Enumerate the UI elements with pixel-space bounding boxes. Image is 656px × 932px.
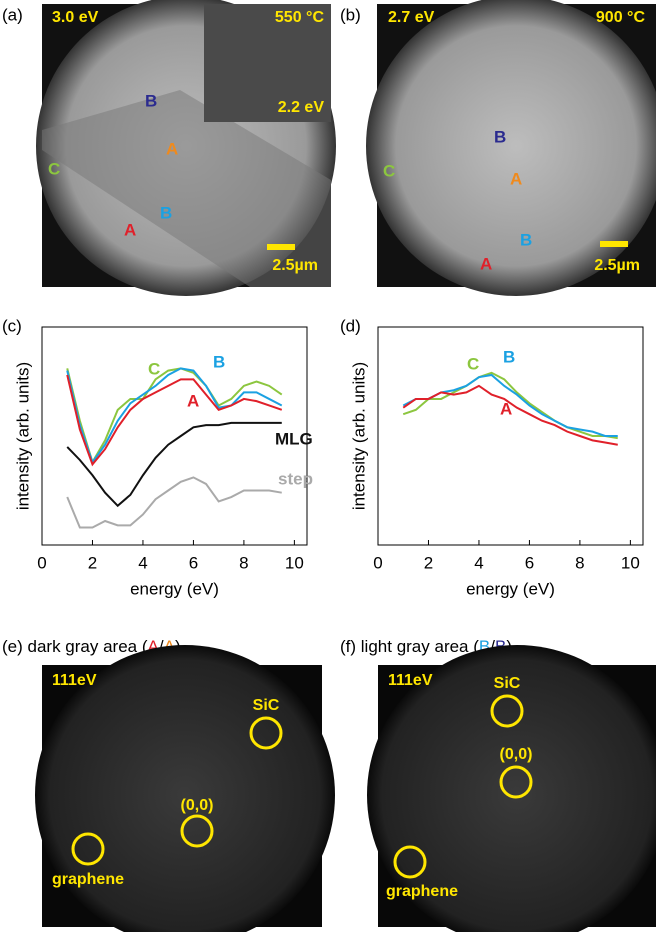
y-axis-label: intensity (arb. units) <box>13 362 32 510</box>
title: dark gray area ( <box>28 637 148 656</box>
x-tick-label: 2 <box>88 553 97 572</box>
x-tick-label: 10 <box>285 553 304 572</box>
panel-label: (d) <box>340 316 361 335</box>
image <box>366 0 656 296</box>
spot-label: (0,0) <box>181 797 214 814</box>
panel-label: (c) <box>2 316 22 335</box>
panel-label: (b) <box>340 5 361 24</box>
inset-energy: 2.2 eV <box>278 99 325 116</box>
x-tick-label: 0 <box>37 553 46 572</box>
region: B <box>520 230 532 249</box>
x-axis-label: energy (eV) <box>130 579 219 598</box>
x-tick-label: 2 <box>424 553 433 572</box>
energy: 111eV <box>388 672 433 689</box>
x-tick-label: 4 <box>138 553 147 572</box>
series-label: step <box>278 469 313 488</box>
region: A <box>124 220 136 239</box>
page: (a) 3.0 eV 550 °C 2.2 eV 2.5µm B A C B A… <box>0 0 656 932</box>
figure: (a) 3.0 eV 550 °C 2.2 eV 2.5µm B A C B A… <box>0 0 656 932</box>
scale-bar <box>267 244 295 250</box>
scale-bar <box>600 241 628 247</box>
spot-label: (0,0) <box>500 746 533 763</box>
series-label: A <box>500 399 512 418</box>
panel-label: (f) <box>340 637 356 656</box>
region: C <box>48 159 60 178</box>
region: B <box>145 91 157 110</box>
panel-label: (e) <box>2 637 23 656</box>
x-tick-label: 10 <box>621 553 640 572</box>
temperature: 550 °C <box>275 9 325 26</box>
energy: 3.0 eV <box>52 9 99 26</box>
region: A <box>166 139 178 158</box>
x-tick-label: 0 <box>373 553 382 572</box>
x-tick-label: 4 <box>474 553 483 572</box>
scale: 2.5µm <box>594 257 640 274</box>
spot-label: graphene <box>386 883 458 900</box>
x-tick-label: 6 <box>189 553 198 572</box>
y-axis-label: intensity (arb. units) <box>349 362 368 510</box>
region: B <box>494 127 506 146</box>
x-tick-label: 8 <box>575 553 584 572</box>
spot-label: SiC <box>494 675 521 692</box>
series-label: B <box>503 347 515 366</box>
spot-label: SiC <box>253 697 280 714</box>
x-tick-label: 6 <box>525 553 534 572</box>
temperature: 900 °C <box>596 9 646 26</box>
spot-label: graphene <box>52 871 124 888</box>
series-label: C <box>467 354 479 373</box>
region: B <box>160 203 172 222</box>
panel-label: (a) <box>2 5 23 24</box>
series-label: C <box>148 359 160 378</box>
series-label: A <box>187 391 199 410</box>
line <box>67 423 282 506</box>
region: A <box>480 254 492 273</box>
region: C <box>383 161 395 180</box>
series-label: MLG <box>275 429 313 448</box>
series-label: B <box>213 352 225 371</box>
scale: 2.5µm <box>272 257 318 274</box>
region: A <box>510 169 522 188</box>
x-tick-label: 8 <box>239 553 248 572</box>
x-axis-label: energy (eV) <box>466 579 555 598</box>
energy: 111eV <box>52 672 97 689</box>
energy: 2.7 eV <box>388 9 435 26</box>
title: light gray area ( <box>361 637 479 656</box>
